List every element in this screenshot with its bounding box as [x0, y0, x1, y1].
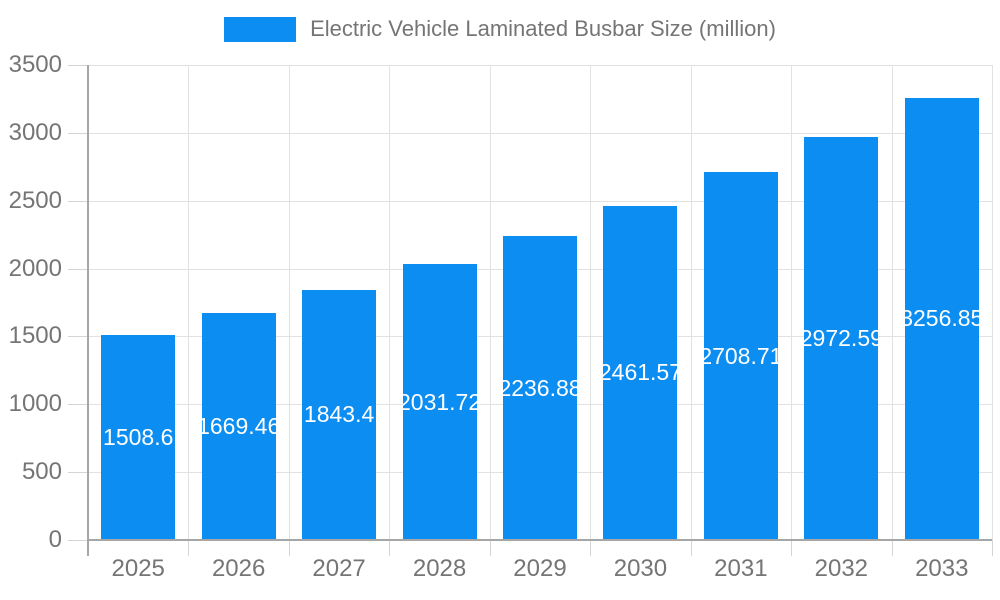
y-axis-tick [68, 404, 88, 406]
x-axis-tick [489, 540, 491, 556]
x-axis-tick [891, 540, 893, 556]
bar-2027[interactable]: 1843.4 [302, 289, 377, 540]
x-axis-label: 2027 [312, 555, 366, 582]
x-axis-tick [690, 540, 692, 556]
v-gridline [590, 65, 592, 540]
y-axis-tick [68, 540, 88, 541]
y-axis-tick [68, 200, 88, 202]
bar-value-label: 2236.88 [503, 374, 577, 401]
h-gridline [88, 132, 992, 134]
v-gridline [891, 65, 893, 540]
x-axis-label: 2030 [613, 555, 668, 582]
bar-value-label: 2461.57 [603, 359, 678, 386]
x-axis-label: 2033 [915, 555, 969, 582]
x-axis-line [88, 539, 992, 541]
v-gridline [791, 65, 793, 540]
x-axis-label: 2025 [111, 555, 165, 582]
bar-value-label: 1508.6 [103, 424, 174, 451]
y-axis-label: 3500 [8, 51, 62, 78]
bar-2030[interactable]: 2461.57 [603, 205, 678, 540]
x-axis-tick [992, 540, 993, 556]
legend-swatch-icon [224, 16, 297, 42]
bar-value-label: 1669.46 [201, 413, 276, 440]
x-axis-label: 2031 [714, 555, 768, 582]
x-axis-tick [590, 540, 592, 556]
y-axis-line [87, 65, 89, 556]
y-axis-label: 2000 [8, 254, 62, 282]
v-gridline [690, 65, 692, 540]
v-gridline [288, 65, 290, 540]
v-gridline [992, 65, 993, 540]
h-gridline [88, 200, 992, 202]
x-axis-label: 2028 [412, 555, 467, 582]
y-axis-tick [68, 336, 88, 338]
chart-legend[interactable]: Electric Vehicle Laminated Busbar Size (… [0, 16, 1000, 42]
y-axis-tick [68, 65, 88, 66]
bar-2028[interactable]: 2031.72 [402, 264, 477, 540]
h-gridline [88, 65, 992, 66]
bar-2026[interactable]: 1669.46 [201, 313, 276, 540]
x-axis-label: 2029 [513, 555, 567, 582]
v-gridline [188, 65, 190, 540]
x-axis-tick [791, 540, 793, 556]
x-axis-tick [389, 540, 391, 556]
y-axis-label: 1500 [8, 322, 62, 350]
y-axis-label: 3000 [8, 118, 62, 146]
x-axis-tick [188, 540, 190, 556]
y-axis-tick [68, 268, 88, 270]
v-gridline [389, 65, 391, 540]
bar-2025[interactable]: 1508.6 [101, 335, 176, 540]
bar-value-label: 2708.71 [703, 342, 778, 369]
x-axis-label: 2026 [211, 555, 266, 582]
x-axis-label: 2032 [814, 555, 869, 582]
bar-2029[interactable]: 2236.88 [503, 236, 577, 540]
bar-2031[interactable]: 2708.71 [703, 172, 778, 540]
bar-2033[interactable]: 3256.85 [904, 97, 979, 540]
bar-2032[interactable]: 2972.59 [804, 136, 879, 540]
bar-value-label: 1843.4 [303, 401, 375, 428]
legend-label: Electric Vehicle Laminated Busbar Size (… [310, 16, 776, 41]
y-axis-label: 0 [48, 526, 62, 553]
y-axis-tick [68, 472, 88, 474]
bar-value-label: 2972.59 [804, 324, 879, 351]
bar-value-label: 3256.85 [904, 305, 979, 332]
v-gridline [489, 65, 491, 540]
y-axis-label: 500 [21, 458, 62, 486]
x-axis-tick [288, 540, 290, 556]
y-axis-label: 1000 [8, 390, 62, 418]
bar-value-label: 2031.72 [402, 388, 477, 415]
y-axis-label: 2500 [8, 186, 62, 214]
y-axis-tick [68, 132, 88, 134]
